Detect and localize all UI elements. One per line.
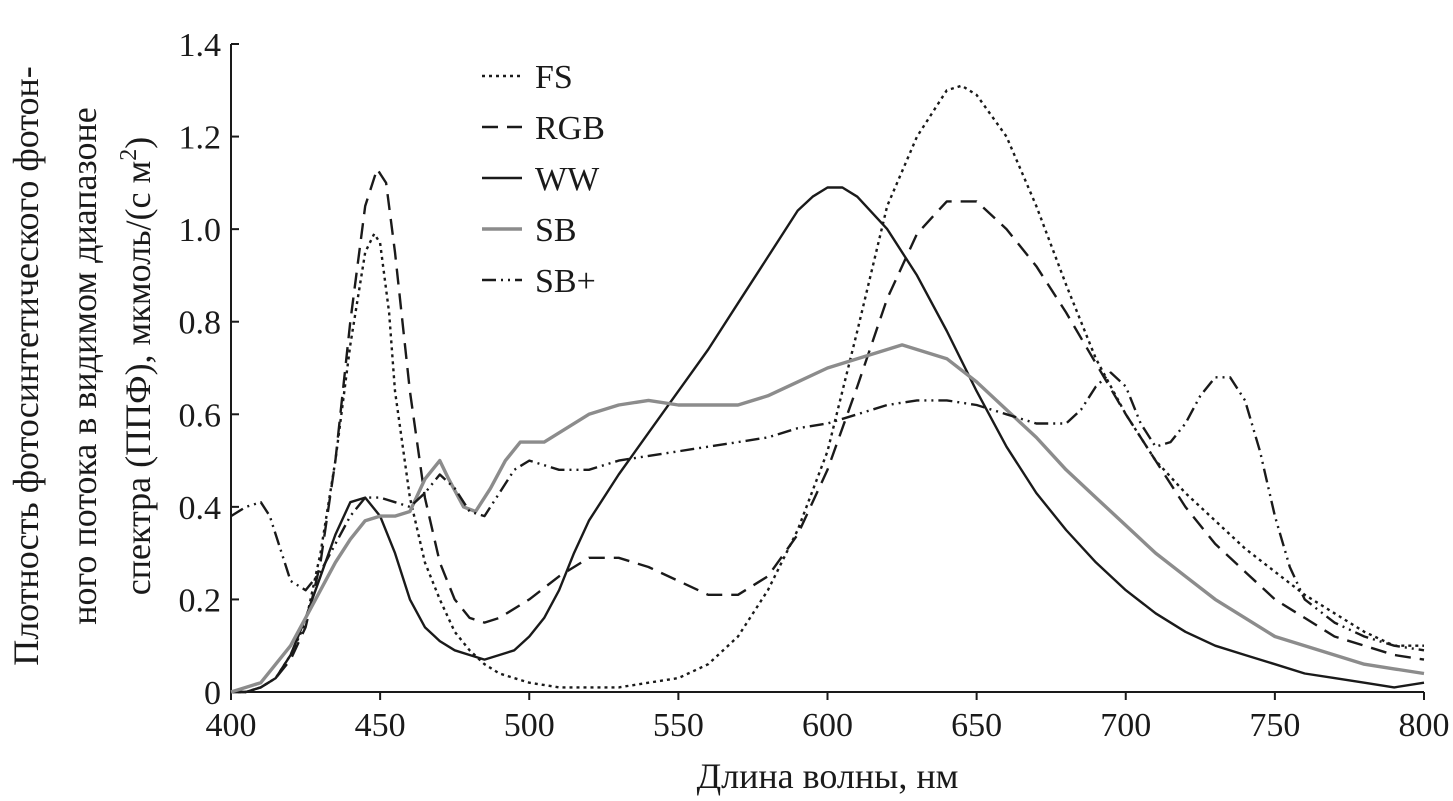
y-tick-label: 0.6 [179,397,222,434]
x-tick-label: 450 [355,707,406,744]
y-axis-title-line-1: Плотность фотосинтетического фотон- [6,66,46,666]
y-tick-label: 0.2 [179,582,222,619]
x-axis-title: Длина волны, нм [697,756,959,796]
series-line-rgb [231,167,1425,694]
series-line-sb [230,343,1425,694]
legend-label-sb-plus: SB+ [535,263,596,300]
series-line-ww [231,186,1425,694]
y-tick-label: 0 [204,675,221,712]
y-tick-label: 1.0 [179,212,222,249]
x-tick-label: 750 [1249,707,1300,744]
legend: FS RGB WW SB SB+ [482,59,605,300]
x-tick-label: 500 [504,707,555,744]
y-axis-title-line-3-end: ) [118,137,158,149]
axes: 400 450 500 550 600 650 700 750 800 0 0.2 0.4 0.6 0.8… [179,27,1450,744]
legend-label-rgb: RGB [535,110,605,147]
y-axis-title-superscript: 2 [116,149,142,161]
y-axis-title-line-2: ного потока в видимом диапазоне [64,107,104,624]
legend-label-fs: FS [535,59,573,96]
y-tick-label: 1.2 [179,120,222,157]
x-tick-label: 700 [1100,707,1151,744]
y-axis-title: Плотность фотосинтетического фотон- ного… [6,66,158,666]
y-tick-label: 0.8 [179,305,222,342]
y-tick-label: 1.4 [179,27,222,64]
y-axis-title-line-3-main: спектра (ППФ), мкмоль/(с м [118,161,158,596]
x-tick-label: 800 [1399,707,1450,744]
x-tick-label: 400 [206,707,257,744]
x-tick-label: 600 [802,707,853,744]
y-tick-label: 0.4 [179,490,222,527]
x-tick-label: 650 [951,707,1002,744]
series-line-fs [231,84,1424,694]
legend-label-sb: SB [535,212,577,249]
x-tick-label: 550 [653,707,704,744]
y-axis-title-line-3: спектра (ППФ), мкмоль/(с м2) [116,137,158,596]
series-layer [230,84,1425,694]
legend-label-ww: WW [535,161,600,198]
